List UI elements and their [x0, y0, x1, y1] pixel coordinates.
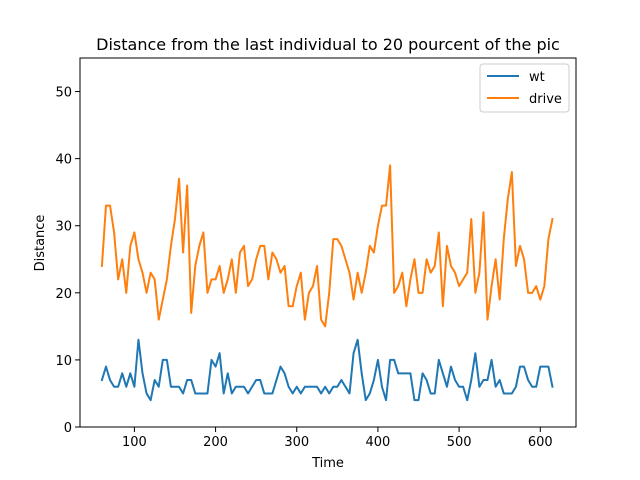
y-axis-label: Distance	[33, 215, 48, 272]
x-tick-label: 600	[528, 435, 553, 450]
y-axis: 0 10 20 30 40 50	[55, 86, 80, 436]
legend-label-wt: wt	[529, 70, 545, 85]
x-tick-label: 300	[284, 435, 309, 450]
x-axis: 100 200 300 400 500 600	[122, 427, 553, 450]
x-tick-label: 200	[203, 435, 228, 450]
y-tick-label: 20	[55, 287, 72, 302]
y-tick-label: 10	[55, 354, 72, 369]
axes-frame	[79, 57, 577, 428]
series-line-drive	[100, 164, 554, 328]
series-line-wt	[100, 338, 554, 402]
y-tick-label: 30	[55, 220, 72, 235]
legend-label-drive: drive	[529, 92, 562, 107]
y-tick-label: 50	[55, 86, 72, 101]
y-tick-label: 40	[55, 153, 72, 168]
y-tick-label: 0	[64, 421, 72, 436]
x-tick-label: 500	[447, 435, 472, 450]
plot-area	[100, 164, 554, 402]
chart-title: Distance from the last individual to 20 …	[96, 35, 560, 54]
x-axis-label: Time	[311, 456, 344, 471]
x-tick-label: 100	[122, 435, 147, 450]
legend: wt drive	[479, 63, 570, 113]
x-tick-label: 400	[366, 435, 391, 450]
